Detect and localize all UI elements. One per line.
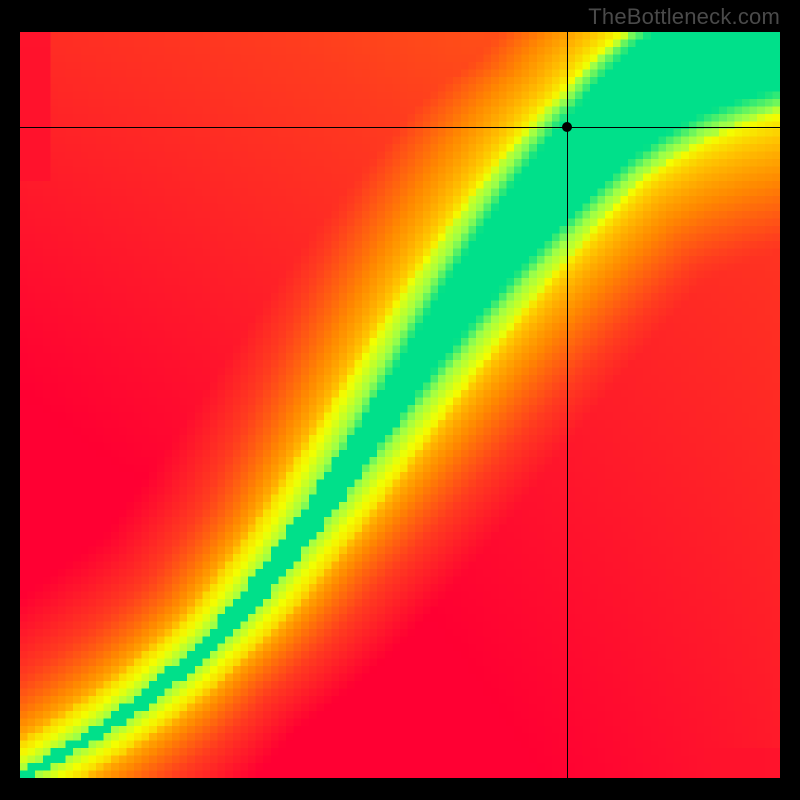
crosshair-horizontal xyxy=(20,127,780,128)
heatmap-canvas xyxy=(20,32,780,778)
crosshair-vertical xyxy=(567,32,568,778)
crosshair-point xyxy=(562,122,572,132)
chart-container: TheBottleneck.com xyxy=(0,0,800,800)
plot-area xyxy=(20,32,780,778)
watermark-text: TheBottleneck.com xyxy=(588,4,780,30)
